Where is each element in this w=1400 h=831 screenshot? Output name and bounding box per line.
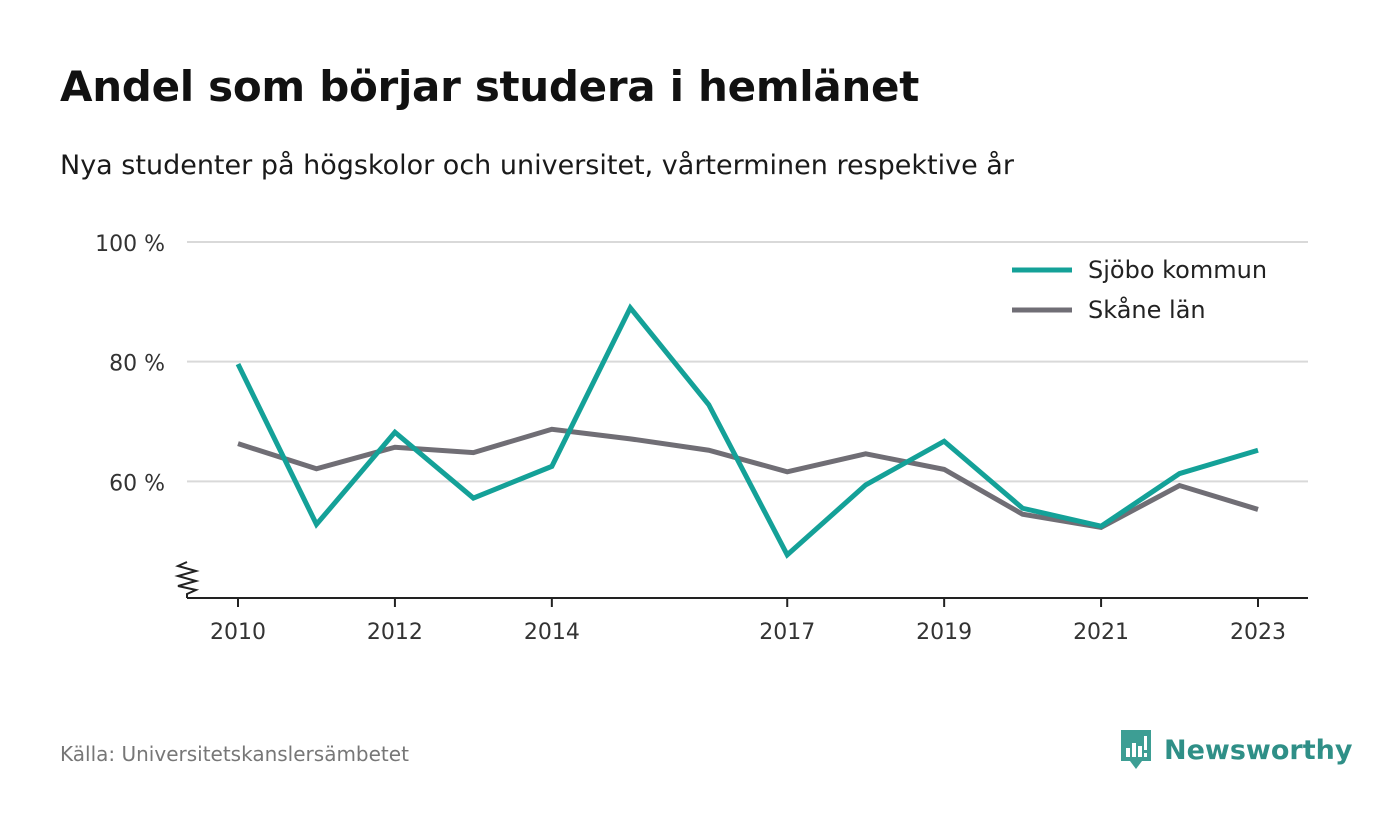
newsworthy-icon — [1121, 730, 1151, 769]
y-tick-label: 60 % — [109, 471, 165, 496]
x-tick-label: 2012 — [367, 620, 423, 645]
legend-label: Sjöbo kommun — [1088, 256, 1267, 284]
source-note: Källa: Universitetskanslersämbetet — [60, 742, 409, 766]
x-axis-ticks: 2010 2012 2014 2017 2019 2021 2023 — [210, 598, 1286, 645]
brand-name: Newsworthy — [1164, 734, 1353, 766]
x-tick-label: 2014 — [524, 620, 580, 645]
legend-label: Skåne län — [1088, 295, 1206, 324]
x-tick-label: 2023 — [1230, 620, 1286, 645]
series-lines — [235, 303, 1259, 559]
series-line-0 — [235, 303, 1259, 559]
x-tick-label: 2010 — [210, 620, 266, 645]
x-tick-label: 2021 — [1073, 620, 1129, 645]
axes — [174, 561, 1308, 599]
brand-logo: Newsworthy — [1118, 726, 1352, 774]
y-tick-label: 100 % — [95, 232, 165, 257]
axis-break-marker — [174, 561, 200, 598]
chart-subtitle: Nya studenter på högskolor och universit… — [60, 150, 1014, 181]
legend: Sjöbo kommun Skåne län — [1012, 256, 1267, 324]
y-axis-ticks: 60 % 80 % 100 % — [95, 232, 165, 496]
x-tick-label: 2017 — [759, 620, 815, 645]
chart-title: Andel som börjar studera i hemlänet — [60, 62, 919, 111]
x-tick-label: 2019 — [916, 620, 972, 645]
y-tick-label: 80 % — [109, 352, 165, 377]
